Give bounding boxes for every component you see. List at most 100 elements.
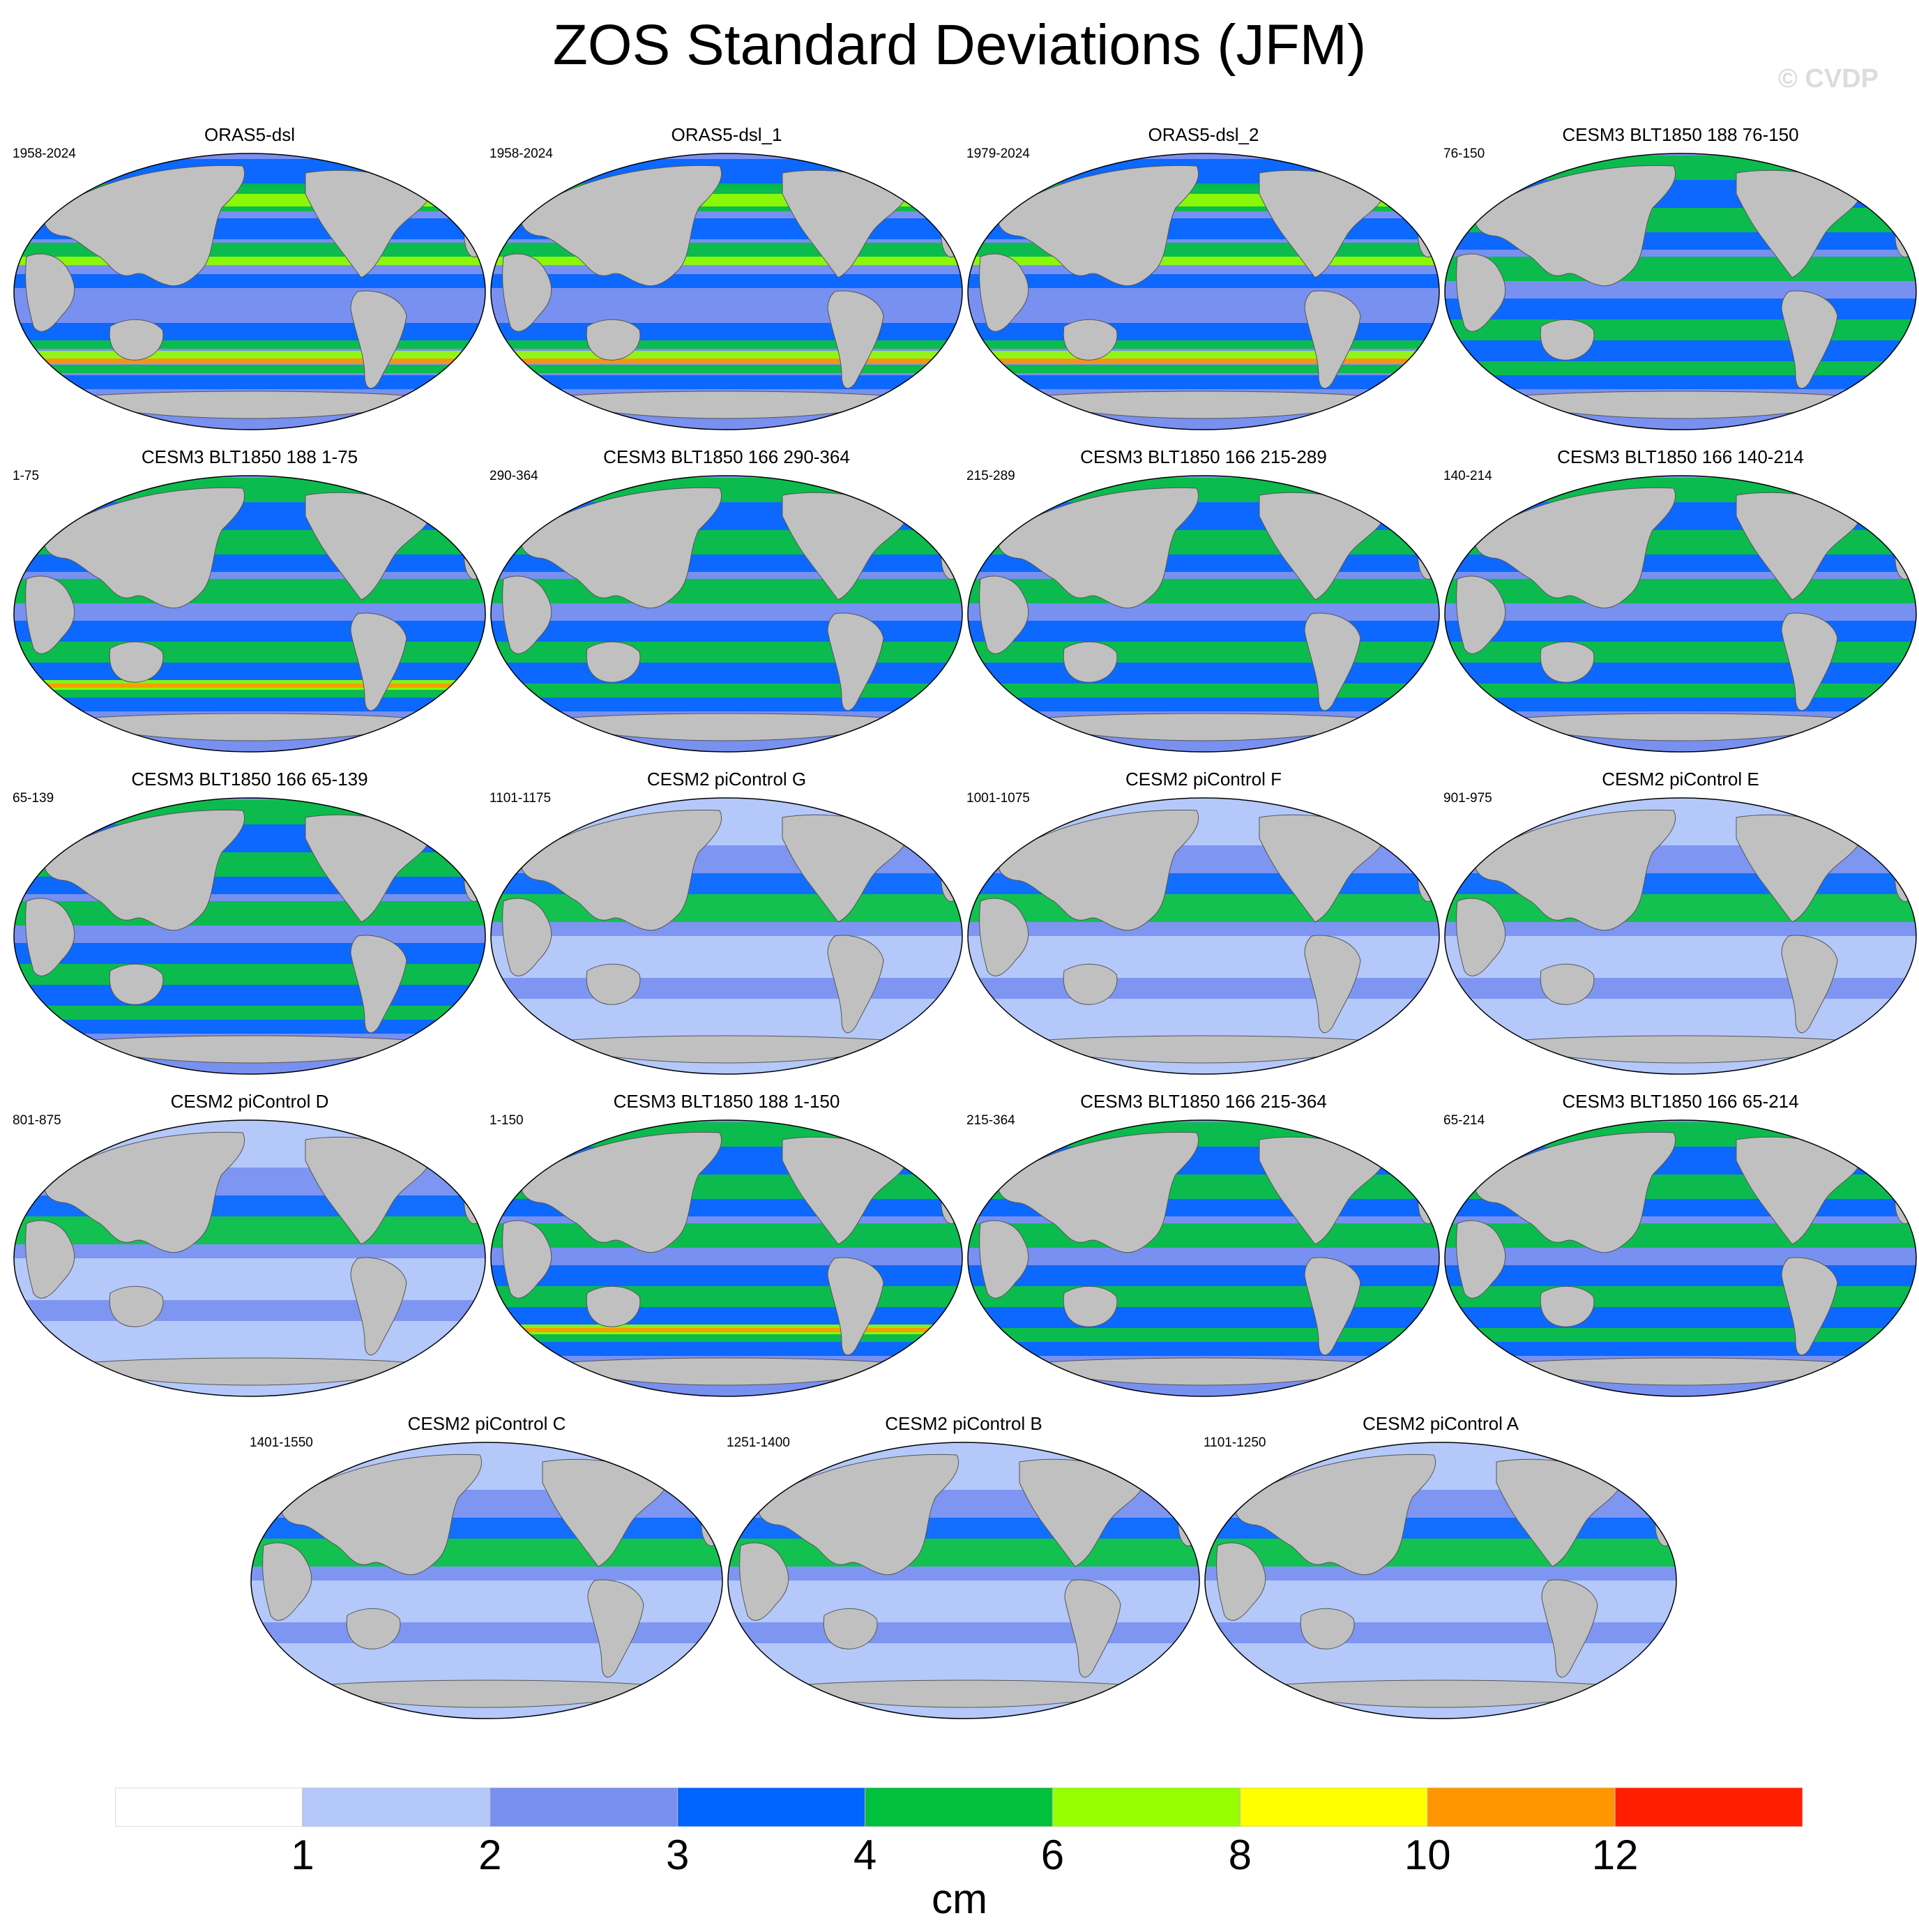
variability-band <box>14 621 485 642</box>
colorbar-tick-label: 12 <box>1591 1832 1639 1878</box>
panel-years: 1979-2024 <box>966 146 1030 161</box>
map-panel: CESM2 piControl D 801-875 <box>13 1091 487 1398</box>
africa-landmass <box>1456 898 1506 976</box>
africa-landmass <box>502 253 552 332</box>
panel-years: 1-75 <box>13 469 40 483</box>
variability-band <box>491 274 962 288</box>
variability-band <box>491 1286 962 1307</box>
map-panel: CESM3 BLT1850 166 65-214 65-214 <box>1443 1091 1918 1398</box>
variability-band <box>14 1006 485 1020</box>
map-outline <box>967 797 1440 1075</box>
variability-band <box>1445 1248 1916 1265</box>
colorbar-swatch <box>1427 1788 1616 1827</box>
colorbar-tick-label: 6 <box>1040 1832 1065 1878</box>
variability-band <box>968 922 1439 936</box>
south-america-landmass <box>350 612 407 711</box>
antarctica-landmass <box>1498 391 1863 419</box>
variability-band <box>968 798 1439 838</box>
south-america-landmass <box>1541 1579 1598 1678</box>
asia-landmass <box>520 1131 722 1253</box>
south-america-landmass <box>1064 1579 1121 1678</box>
variability-band <box>491 1328 962 1332</box>
africa-landmass <box>25 1220 75 1299</box>
antarctica-landmass <box>1498 713 1863 741</box>
variability-band <box>1445 361 1916 375</box>
panel-title: CESM3 BLT1850 188 1-150 <box>613 1091 840 1112</box>
variability-band <box>1445 922 1916 936</box>
europe-landmass <box>941 1160 962 1225</box>
variability-band <box>251 1643 722 1685</box>
europe-landmass <box>941 193 962 258</box>
variability-band <box>251 1442 722 1483</box>
antarctica-landmass <box>1021 1035 1386 1064</box>
asia-landmass <box>1474 1131 1676 1253</box>
variability-band <box>1445 375 1916 389</box>
variability-band <box>1445 1265 1916 1286</box>
zos-map <box>1204 1442 1677 1719</box>
south-america-landmass <box>1304 935 1361 1034</box>
map-panel: CESM2 piControl C 1401-1550 <box>250 1413 724 1720</box>
europe-landmass <box>941 515 962 580</box>
south-america-landmass <box>1781 1257 1838 1356</box>
variability-band <box>14 901 485 926</box>
antarctica-landmass <box>544 1357 909 1386</box>
variability-band <box>491 978 962 999</box>
south-america-landmass <box>350 290 407 389</box>
map-outline <box>1444 797 1917 1075</box>
map-panel: CESM3 BLT1850 166 65-139 65-139 <box>13 769 487 1076</box>
variability-band <box>1445 1286 1916 1307</box>
panel-title: CESM3 BLT1850 166 290-364 <box>603 446 850 467</box>
antarctica-landmass <box>1498 1357 1863 1386</box>
australia-landmass <box>1063 963 1118 1005</box>
asia-landmass <box>997 809 1199 931</box>
antarctica-landmass <box>1021 1357 1386 1386</box>
variability-band <box>968 1286 1439 1307</box>
asia-landmass <box>997 1131 1199 1253</box>
asia-landmass <box>1234 1454 1436 1576</box>
south-america-landmass <box>1304 290 1361 389</box>
colorbar-tick-label: 8 <box>1228 1832 1252 1878</box>
asia-landmass <box>43 1131 245 1253</box>
panel-years: 65-214 <box>1443 1113 1485 1128</box>
panel-title: ORAS5-dsl <box>204 124 296 145</box>
panel-title: CESM2 piControl A <box>1363 1413 1519 1434</box>
variability-band <box>491 159 962 187</box>
variability-band <box>968 579 1439 603</box>
colorbar-units: cm <box>932 1876 987 1922</box>
south-america-landmass <box>827 612 884 711</box>
colorbar-tick-label: 2 <box>478 1832 502 1878</box>
australia-landmass <box>586 963 641 1005</box>
europe-landmass <box>1418 515 1439 580</box>
panel-years: 1251-1400 <box>727 1435 790 1450</box>
variability-band <box>14 1321 485 1363</box>
variability-band <box>1445 478 1916 502</box>
map-panel: CESM2 piControl F 1001-1075 <box>966 769 1441 1076</box>
africa-landmass <box>502 575 552 654</box>
antarctica-landmass <box>544 391 909 419</box>
asia-landmass <box>757 1454 960 1576</box>
variability-band <box>14 964 485 985</box>
variability-band <box>728 1539 1199 1567</box>
variability-band <box>14 926 485 943</box>
europe-landmass <box>1655 1482 1676 1547</box>
antarctica-landmass <box>544 713 909 741</box>
panel-title: CESM2 piControl E <box>1602 769 1759 790</box>
europe-landmass <box>701 1482 722 1547</box>
zos-map <box>1444 475 1917 753</box>
variability-band <box>1205 1622 1676 1643</box>
africa-landmass <box>979 253 1029 332</box>
variability-band <box>968 323 1439 340</box>
map-panel: CESM2 piControl G 1101-1175 <box>490 769 964 1076</box>
variability-band <box>251 1580 722 1622</box>
zos-map <box>967 797 1440 1075</box>
asia-landmass <box>43 487 245 609</box>
variability-band <box>968 999 1439 1041</box>
antarctica-landmass <box>67 713 432 741</box>
variability-band <box>14 365 485 373</box>
panel-years: 1-150 <box>490 1113 524 1128</box>
variability-band <box>1445 1342 1916 1356</box>
variability-band <box>14 684 485 688</box>
map-outline <box>13 475 486 753</box>
africa-landmass <box>739 1542 789 1621</box>
variability-band <box>491 365 962 373</box>
